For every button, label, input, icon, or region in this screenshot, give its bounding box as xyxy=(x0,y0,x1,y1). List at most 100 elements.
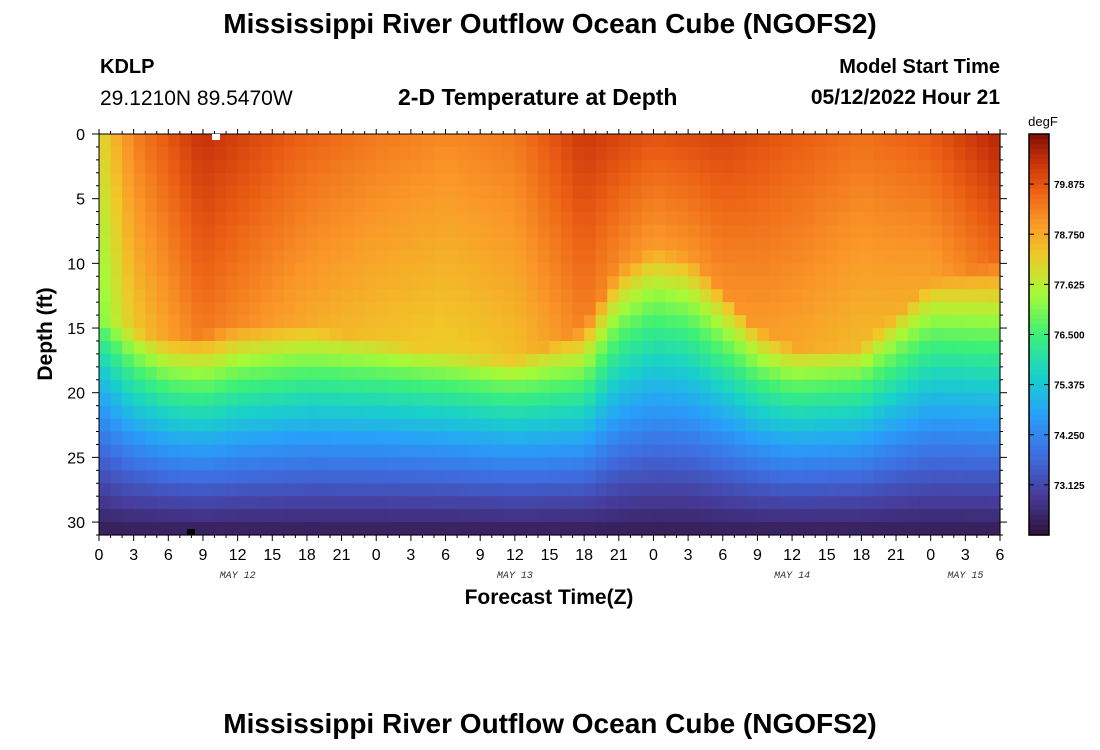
heatmap-cell xyxy=(930,366,943,381)
heatmap-cell xyxy=(803,134,816,148)
heatmap-cell xyxy=(503,444,516,458)
heatmap-cell xyxy=(838,340,851,355)
heatmap-cell xyxy=(226,250,239,264)
heatmap-cell xyxy=(364,483,377,497)
heatmap-cell xyxy=(919,340,932,355)
heatmap-cell xyxy=(896,302,909,316)
heatmap-cell xyxy=(341,302,354,316)
heatmap-cell xyxy=(838,328,851,342)
heatmap-cell xyxy=(237,431,250,446)
heatmap-cell xyxy=(468,302,481,316)
heatmap-cell xyxy=(145,496,158,510)
heatmap-cell xyxy=(168,483,181,497)
heatmap-cell xyxy=(399,509,412,523)
heatmap-cell xyxy=(341,224,354,239)
heatmap-cell xyxy=(272,211,285,226)
heatmap-cell xyxy=(745,444,759,458)
x-tick-label: 12 xyxy=(229,547,247,564)
heatmap-cell xyxy=(641,172,655,187)
heatmap-cell xyxy=(226,276,239,290)
heatmap-cell xyxy=(826,263,839,277)
heatmap-cell xyxy=(145,366,158,381)
heatmap-cell xyxy=(503,496,516,510)
heatmap-cell xyxy=(272,224,285,239)
heatmap-cell xyxy=(734,289,747,303)
heatmap-cell xyxy=(930,185,943,200)
heatmap-cell xyxy=(422,198,435,213)
heatmap-cell xyxy=(722,172,735,187)
heatmap-cell xyxy=(110,328,123,342)
heatmap-cell xyxy=(896,263,909,277)
heatmap-cell xyxy=(607,340,620,355)
heatmap-cell xyxy=(226,340,239,355)
heatmap-cell xyxy=(214,392,227,407)
heatmap-cell xyxy=(653,134,666,148)
heatmap-cell xyxy=(953,237,966,252)
heatmap-cell xyxy=(653,315,666,329)
heatmap-cell xyxy=(330,379,343,394)
heatmap-cell xyxy=(237,134,250,148)
heatmap-cell xyxy=(561,185,574,200)
heatmap-cell xyxy=(422,237,435,252)
heatmap-cell xyxy=(976,302,990,316)
heatmap-cell xyxy=(433,483,447,497)
heatmap-cell xyxy=(630,185,643,200)
heatmap-cell xyxy=(156,405,169,420)
heatmap-cell xyxy=(884,340,897,355)
heatmap-cell xyxy=(191,276,204,290)
heatmap-cell xyxy=(433,470,447,484)
heatmap-cell xyxy=(584,328,597,342)
heatmap-cell xyxy=(468,263,481,277)
heatmap-cell xyxy=(584,509,597,523)
colorbar-segment xyxy=(1029,354,1049,361)
heatmap-cell xyxy=(618,522,631,536)
heatmap-cell xyxy=(318,496,331,510)
colorbar-segment xyxy=(1029,429,1049,436)
heatmap-cell xyxy=(491,211,504,226)
heatmap-cell xyxy=(330,276,343,290)
heatmap-cell xyxy=(202,289,216,303)
heatmap-cell xyxy=(826,470,839,484)
heatmap-cell xyxy=(526,159,539,174)
heatmap-cell xyxy=(330,328,343,342)
heatmap-cell xyxy=(295,315,308,329)
heatmap-cell xyxy=(792,172,805,187)
heatmap-cell xyxy=(295,496,308,510)
heatmap-cell xyxy=(872,366,886,381)
heatmap-cell xyxy=(838,379,851,394)
heatmap-cell xyxy=(387,302,400,316)
heatmap-cell xyxy=(457,263,470,277)
heatmap-cell xyxy=(249,353,262,368)
heatmap-cell xyxy=(896,405,909,420)
heatmap-cell xyxy=(503,185,516,200)
heatmap-cell xyxy=(584,146,597,161)
colorbar-segment xyxy=(1029,374,1049,381)
heatmap-cell xyxy=(283,470,296,484)
heatmap-cell xyxy=(815,302,828,316)
heatmap-cell xyxy=(896,211,909,226)
heatmap-cell xyxy=(826,457,839,471)
heatmap-cell xyxy=(953,444,966,458)
heatmap-cell xyxy=(953,250,966,264)
heatmap-cell xyxy=(641,405,655,420)
heatmap-cell xyxy=(422,185,435,200)
colorbar-segment xyxy=(1029,174,1049,180)
heatmap-cell xyxy=(745,315,759,329)
heatmap-cell xyxy=(976,263,990,277)
x-tick-label: 3 xyxy=(961,547,970,564)
heatmap-cell xyxy=(376,237,389,252)
colorbar-segment xyxy=(1029,184,1049,190)
heatmap-cell xyxy=(283,237,296,252)
heatmap-cell xyxy=(237,496,250,510)
heatmap-cell xyxy=(699,496,712,510)
heatmap-cell xyxy=(503,289,516,303)
heatmap-cell xyxy=(699,522,712,536)
heatmap-cell xyxy=(792,159,805,174)
heatmap-cell xyxy=(526,263,539,277)
heatmap-cell xyxy=(872,522,886,536)
colorbar-segment xyxy=(1029,479,1049,486)
heatmap-cell xyxy=(757,237,770,252)
heatmap-cell xyxy=(896,353,909,368)
heatmap-cell xyxy=(306,198,320,213)
heatmap-cell xyxy=(768,146,782,161)
